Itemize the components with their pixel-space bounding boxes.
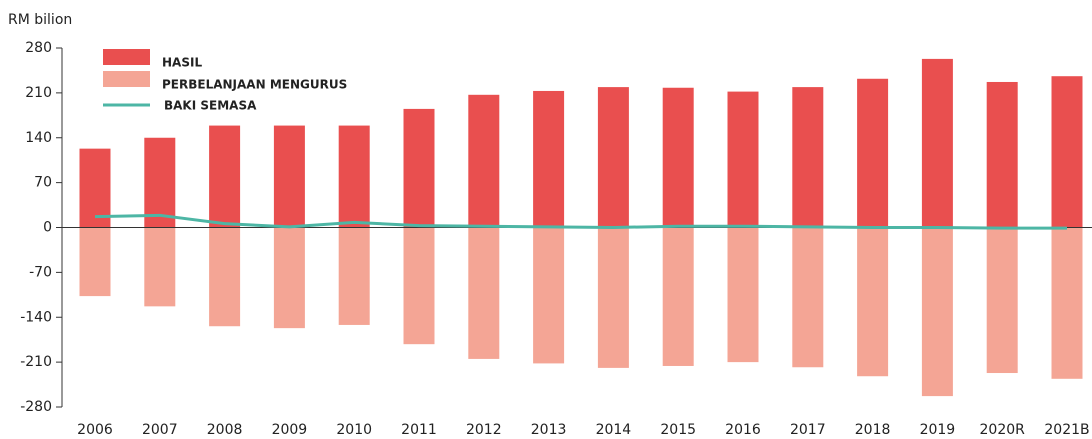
- y-tick-label: 280: [25, 40, 52, 56]
- x-tick-label: 2019: [920, 422, 956, 438]
- bar: [857, 227, 889, 377]
- x-tick-label: 2020R: [980, 422, 1026, 438]
- bar: [662, 87, 694, 228]
- y-tick-label: 210: [25, 85, 52, 101]
- x-tick-label: 2014: [596, 422, 632, 438]
- x-tick-label: 2018: [855, 422, 891, 438]
- legend-label: PERBELANJAAN MENGURUS: [162, 78, 347, 92]
- bar: [792, 87, 824, 228]
- y-tick-label: -70: [29, 264, 52, 280]
- y-tick-label: -280: [20, 399, 52, 415]
- x-tick-label: 2016: [725, 422, 761, 438]
- bar: [597, 87, 629, 228]
- bar: [597, 227, 629, 368]
- line: [94, 213, 1067, 230]
- bar: [338, 125, 370, 228]
- x-tick-label: 2010: [336, 422, 372, 438]
- bar: [338, 227, 370, 325]
- bar: [727, 91, 759, 228]
- y-tick-label: -210: [20, 354, 52, 370]
- x-tick-label: 2011: [401, 422, 437, 438]
- legend-label: BAKI SEMASA: [164, 99, 257, 113]
- bar: [144, 137, 176, 228]
- x-tick-label: 2021B: [1044, 422, 1089, 438]
- legend-swatch: [103, 71, 150, 87]
- bar: [921, 227, 953, 397]
- bar: [857, 78, 889, 228]
- bar: [79, 148, 111, 228]
- x-tick-label: 2013: [531, 422, 567, 438]
- bar: [468, 94, 500, 228]
- bar: [662, 227, 694, 366]
- legend-swatch: [103, 49, 150, 65]
- x-tick-label: 2009: [272, 422, 308, 438]
- bar: [403, 108, 435, 228]
- bar: [986, 227, 1018, 374]
- legend-label: HASIL: [162, 56, 202, 70]
- x-tick-label: 2006: [77, 422, 113, 438]
- bar: [921, 58, 953, 228]
- x-tick-label: 2007: [142, 422, 178, 438]
- x-tick-label: 2008: [207, 422, 243, 438]
- bar: [533, 90, 565, 228]
- bar: [727, 227, 759, 363]
- x-tick-label: 2017: [790, 422, 826, 438]
- y-tick-label: 70: [34, 175, 52, 191]
- x-tick-label: 2012: [466, 422, 502, 438]
- bar: [209, 227, 241, 327]
- bar: [1051, 227, 1083, 379]
- bar: [468, 227, 500, 359]
- bar: [273, 227, 305, 329]
- bar: [144, 227, 176, 307]
- y-tick-label: 0: [43, 220, 52, 236]
- x-tick-label: 2015: [660, 422, 696, 438]
- bar: [792, 227, 824, 368]
- bar: [273, 125, 305, 228]
- y-tick-label: 140: [25, 130, 52, 146]
- bar: [403, 227, 435, 345]
- bar: [1051, 76, 1083, 228]
- bar: [79, 227, 111, 297]
- bar: [209, 125, 241, 228]
- bar: [533, 227, 565, 364]
- bar: [986, 81, 1018, 228]
- y-axis-label: RM bilion: [8, 12, 72, 28]
- y-tick-label: -140: [20, 309, 52, 325]
